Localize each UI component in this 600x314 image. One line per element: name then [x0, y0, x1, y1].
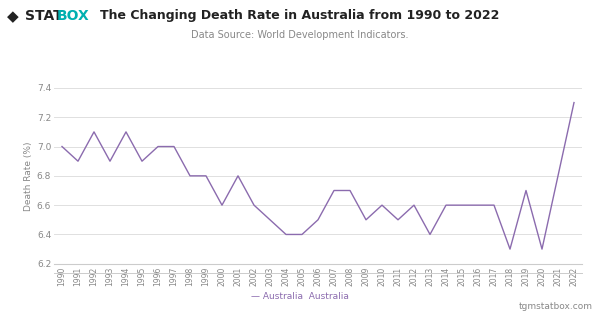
Text: The Changing Death Rate in Australia from 1990 to 2022: The Changing Death Rate in Australia fro… — [100, 9, 500, 22]
Text: ◆: ◆ — [7, 9, 19, 24]
Text: tgmstatbox.com: tgmstatbox.com — [519, 302, 593, 311]
Text: BOX: BOX — [57, 9, 90, 24]
Text: STAT: STAT — [25, 9, 63, 24]
Text: — Australia  Australia: — Australia Australia — [251, 292, 349, 301]
Text: Data Source: World Development Indicators.: Data Source: World Development Indicator… — [191, 30, 409, 40]
Y-axis label: Death Rate (%): Death Rate (%) — [23, 141, 32, 211]
